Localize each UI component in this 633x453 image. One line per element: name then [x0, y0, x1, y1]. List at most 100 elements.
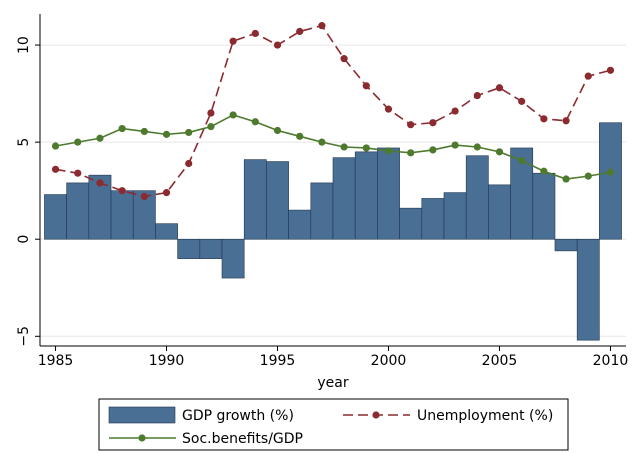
bar: [177, 238, 201, 259]
point: [362, 82, 370, 90]
point: [540, 115, 548, 123]
point: [229, 37, 237, 45]
point: [162, 130, 171, 138]
point: [429, 146, 437, 154]
point: [118, 187, 126, 195]
bar: [44, 194, 67, 240]
point: [74, 138, 82, 146]
series-lines: [51, 22, 615, 201]
point: [251, 29, 259, 38]
bar: [354, 151, 378, 240]
x-tick-label: 2000: [371, 353, 407, 369]
bar: [576, 238, 600, 341]
legend-swatch-bar: [108, 406, 176, 424]
bar: [399, 207, 423, 240]
point: [340, 55, 348, 63]
legend-swatch-marker: [372, 411, 380, 419]
bar: [554, 238, 578, 252]
point: [74, 169, 82, 177]
point: [518, 156, 526, 165]
bar: [488, 184, 511, 240]
y-tick-label: −5: [16, 326, 32, 347]
legend-label: Soc.benefits/GDP: [182, 431, 303, 447]
y-tick-label: 0: [16, 235, 32, 244]
point: [273, 126, 282, 135]
point: [207, 109, 215, 117]
point: [96, 179, 104, 187]
x-tick-label: 1990: [149, 353, 185, 369]
bar: [288, 209, 312, 240]
point: [562, 175, 570, 183]
bar: [221, 238, 245, 279]
bar: [199, 238, 223, 259]
point: [384, 147, 393, 155]
point: [495, 148, 504, 156]
bar: [599, 122, 622, 240]
legend-swatch-marker: [138, 434, 146, 442]
point: [584, 72, 592, 80]
point: [51, 142, 60, 150]
x-axis-title: year: [317, 375, 348, 391]
x-tick-label: 1985: [38, 353, 74, 369]
axes: −5 0 5 10 1985 1990 1995 2000 2005 2010 year: [16, 14, 628, 391]
point: [296, 27, 304, 36]
bar: [132, 190, 156, 240]
bar: [266, 161, 289, 240]
point: [451, 107, 459, 115]
point: [495, 84, 504, 92]
bar: [110, 190, 134, 240]
legend-box: [98, 398, 569, 451]
point: [251, 118, 259, 126]
series-line: [55, 114, 611, 180]
bar: [243, 159, 267, 240]
point: [273, 41, 282, 49]
x-tick-label: 1995: [260, 353, 296, 369]
point: [162, 189, 171, 197]
point: [296, 132, 304, 140]
bar: [421, 198, 445, 240]
point: [384, 105, 393, 113]
point: [584, 172, 592, 180]
y-tick-label: 10: [16, 36, 32, 54]
point: [407, 121, 415, 129]
point: [318, 138, 326, 146]
point: [51, 165, 60, 173]
legend: GDP growth (%) Unemployment (%) Soc.benefi…: [98, 398, 569, 451]
point: [540, 167, 548, 175]
point: [185, 128, 193, 137]
legend-label: GDP growth (%): [182, 408, 294, 424]
point: [318, 22, 326, 30]
point: [140, 127, 148, 136]
point: [185, 159, 193, 168]
legend-label: Unemployment (%): [417, 408, 553, 424]
point: [229, 111, 237, 119]
point: [407, 149, 415, 157]
bars: [44, 122, 622, 341]
point: [118, 124, 126, 133]
bar: [155, 223, 178, 240]
point: [96, 134, 104, 142]
point: [518, 97, 526, 105]
point: [340, 143, 348, 151]
bar: [377, 147, 400, 240]
x-tick-label: 2005: [482, 353, 518, 369]
bar: [443, 192, 467, 240]
bar: [332, 157, 356, 240]
bar: [310, 182, 334, 240]
bar: [66, 182, 90, 240]
point: [606, 168, 615, 176]
bar: [465, 155, 489, 240]
point: [473, 91, 481, 100]
y-tick-label: 5: [16, 138, 32, 147]
point: [429, 119, 437, 127]
point: [140, 192, 148, 201]
point: [473, 143, 481, 151]
point: [562, 117, 570, 125]
x-tick-label: 2010: [593, 353, 629, 369]
point: [606, 66, 615, 74]
point: [207, 123, 215, 131]
point: [362, 144, 370, 152]
bar: [532, 172, 556, 240]
series-line: [55, 24, 611, 198]
